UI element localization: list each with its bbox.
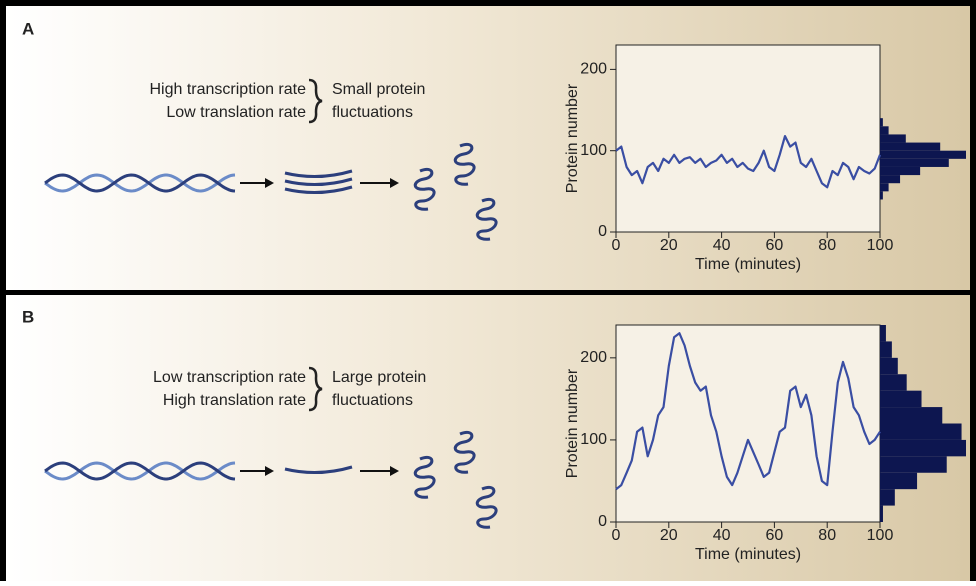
histogram-bar <box>880 175 901 184</box>
brace <box>308 78 323 124</box>
condition: High transcription rate <box>149 81 306 98</box>
histogram-bar <box>880 191 883 200</box>
protein <box>413 167 436 211</box>
histogram-bar <box>880 126 889 135</box>
histogram-bar <box>880 166 921 176</box>
histogram-bar <box>880 134 906 143</box>
outcome: fluctuations <box>332 104 413 121</box>
y-axis-label: Protein number <box>564 368 581 478</box>
y-tick-label: 0 <box>598 223 607 240</box>
mrna <box>284 465 353 475</box>
histogram-bar <box>880 183 889 192</box>
condition: Low transcription rate <box>153 369 306 386</box>
x-tick-label: 60 <box>766 527 784 544</box>
panel-label: B <box>22 307 34 326</box>
histogram-bar <box>880 341 892 358</box>
mrna <box>284 169 353 179</box>
y-tick-label: 200 <box>580 349 607 366</box>
histogram-bar <box>880 325 886 342</box>
y-tick-label: 0 <box>598 513 607 530</box>
protein <box>475 485 498 529</box>
arrow-head <box>390 178 399 188</box>
histogram-bar <box>880 439 966 457</box>
mrna <box>284 177 353 187</box>
x-tick-label: 80 <box>818 237 836 254</box>
histogram-bar <box>880 150 966 159</box>
x-tick-label: 100 <box>867 237 894 254</box>
x-tick-label: 40 <box>713 237 731 254</box>
plot-area <box>615 44 881 233</box>
histogram-bar <box>880 407 943 424</box>
x-tick-label: 40 <box>713 527 731 544</box>
histogram-bar <box>880 423 962 440</box>
outcome: Large protein <box>332 369 426 386</box>
x-axis-label: Time (minutes) <box>695 256 801 273</box>
condition: Low translation rate <box>166 104 306 121</box>
panel-label: A <box>22 19 34 38</box>
protein <box>413 455 436 499</box>
protein <box>453 430 476 474</box>
y-tick-label: 100 <box>580 431 607 448</box>
y-axis-label: Protein number <box>564 83 581 193</box>
protein <box>475 197 498 241</box>
dna-strand <box>44 173 236 193</box>
x-tick-label: 80 <box>818 527 836 544</box>
histogram-bar <box>880 118 883 127</box>
arrow-head <box>390 466 399 476</box>
histogram-bar <box>880 357 898 375</box>
dna-strand <box>44 461 236 481</box>
x-tick-label: 100 <box>867 527 894 544</box>
x-tick-label: 0 <box>612 237 621 254</box>
mrna <box>284 185 353 195</box>
histogram-bar <box>880 489 895 506</box>
data-line <box>615 332 881 491</box>
arrow-head <box>265 466 274 476</box>
outcome: Small protein <box>332 81 425 98</box>
histogram-bar <box>880 472 918 490</box>
histogram-bar <box>880 505 883 522</box>
arrow-head <box>265 178 274 188</box>
histogram-bar <box>880 390 922 408</box>
dna-strand <box>44 173 236 193</box>
histogram-bar <box>880 374 907 391</box>
outcome: fluctuations <box>332 392 413 409</box>
brace <box>308 366 323 412</box>
histogram-bar <box>880 158 949 167</box>
dna-strand <box>44 461 236 481</box>
y-tick-label: 200 <box>580 61 607 78</box>
protein <box>453 142 476 186</box>
x-tick-label: 20 <box>660 237 678 254</box>
y-tick-label: 100 <box>580 142 607 159</box>
x-tick-label: 20 <box>660 527 678 544</box>
histogram-bar <box>880 142 941 151</box>
x-tick-label: 0 <box>612 527 621 544</box>
histogram-bar <box>880 456 947 473</box>
x-tick-label: 60 <box>766 237 784 254</box>
condition: High translation rate <box>163 392 306 409</box>
x-axis-label: Time (minutes) <box>695 546 801 563</box>
data-line <box>615 135 882 189</box>
plot-area <box>615 324 881 523</box>
